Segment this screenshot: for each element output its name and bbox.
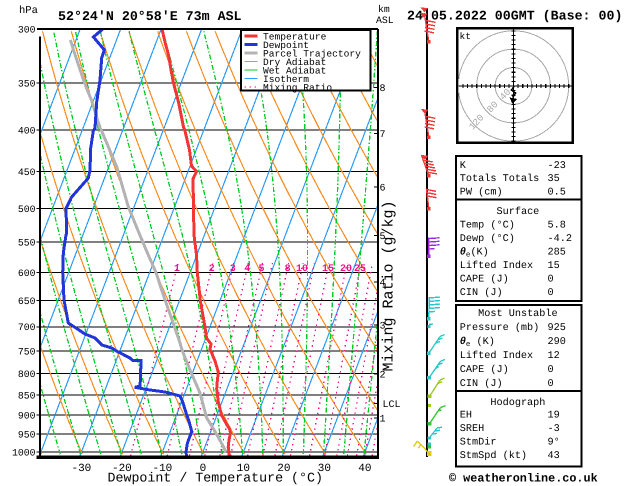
svg-text:1000: 1000 [12,448,36,459]
svg-text:Isotherm: Isotherm [263,74,309,85]
svg-text:Most Unstable: Most Unstable [478,308,557,320]
svg-text:Dewp (°C): Dewp (°C) [460,233,515,245]
svg-text:5: 5 [258,264,264,275]
svg-text:Surface: Surface [497,206,540,218]
svg-text:750: 750 [18,346,36,357]
svg-text:Lifted Index: Lifted Index [460,260,533,272]
svg-text:Temperature: Temperature [263,31,327,42]
svg-text:15: 15 [322,264,334,275]
svg-text:StmSpd (kt): StmSpd (kt) [460,450,527,462]
svg-text:5.8: 5.8 [548,221,566,232]
svg-text:-4.2: -4.2 [548,234,572,245]
svg-text:35: 35 [548,174,560,185]
svg-text:10: 10 [237,463,250,475]
svg-text:CAPE (J): CAPE (J) [460,364,509,376]
svg-text:7: 7 [380,130,386,141]
svg-text:15: 15 [548,261,560,272]
svg-text:LCL: LCL [383,400,401,411]
svg-text:900: 900 [18,411,36,422]
svg-text:Temp (°C): Temp (°C) [460,220,515,232]
svg-text:CIN (J): CIN (J) [460,378,503,390]
svg-text:9°: 9° [548,438,560,449]
svg-text:0: 0 [548,365,554,376]
svg-text:-10: -10 [152,463,172,475]
svg-text:EH: EH [460,411,472,422]
svg-text:0: 0 [200,463,207,475]
svg-text:650: 650 [18,296,36,307]
svg-text:4: 4 [244,264,250,275]
svg-text:ASL: ASL [376,15,394,26]
svg-text:2: 2 [209,264,215,275]
svg-text:10: 10 [296,264,308,275]
svg-text:80: 80 [485,99,501,115]
svg-text:-30: -30 [71,463,91,475]
svg-text:350: 350 [18,79,36,90]
svg-text:500: 500 [18,204,36,215]
svg-text:-23: -23 [548,161,566,172]
svg-text:20: 20 [340,264,352,275]
svg-text:40: 40 [358,463,371,475]
svg-text:950: 950 [18,430,36,441]
svg-text:8: 8 [380,84,386,95]
svg-text:925: 925 [548,323,566,334]
svg-text:25: 25 [354,264,366,275]
svg-text:2: 2 [380,371,386,382]
svg-text:Dry Adiabat: Dry Adiabat [263,57,326,68]
svg-text:CIN (J): CIN (J) [460,287,503,299]
svg-text:20: 20 [277,463,290,475]
svg-text:800: 800 [18,369,36,380]
svg-text:Dewpoint / Temperature (°C): Dewpoint / Temperature (°C) [108,471,323,486]
svg-text:Lifted Index: Lifted Index [460,350,533,362]
svg-text:1: 1 [174,264,180,275]
svg-text:5: 5 [380,232,386,243]
svg-text:Dewpoint: Dewpoint [263,40,309,51]
svg-text:600: 600 [18,268,36,279]
svg-text:K: K [460,161,467,172]
svg-text:30: 30 [318,463,331,475]
svg-text:StmDir: StmDir [460,437,497,449]
svg-text:300: 300 [18,24,36,35]
svg-text:450: 450 [18,167,36,178]
svg-text:3: 3 [380,322,386,333]
svg-text:0: 0 [548,379,554,390]
svg-text:Mixing Ratio: Mixing Ratio [263,82,332,93]
svg-text:700: 700 [18,322,36,333]
svg-text:© weatheronline.co.uk: © weatheronline.co.uk [449,471,598,485]
svg-text:PW (cm): PW (cm) [460,186,503,198]
svg-text:kt: kt [460,31,471,42]
svg-text:6: 6 [380,184,386,195]
svg-text:52°24'N 20°58'E 73m ASL: 52°24'N 20°58'E 73m ASL [58,9,242,24]
svg-text:km: km [378,4,390,15]
svg-text:1: 1 [380,415,386,426]
svg-text:4: 4 [380,279,386,290]
svg-text:850: 850 [18,390,36,401]
svg-text:Totals Totals: Totals Totals [460,173,539,185]
svg-text:θe (K): θe (K) [460,336,495,349]
svg-text:Hodograph: Hodograph [490,397,545,409]
svg-text:285: 285 [548,248,566,259]
svg-text:-20: -20 [112,463,132,475]
svg-text:19: 19 [548,411,560,422]
svg-text:SREH: SREH [460,424,484,435]
svg-text:0.5: 0.5 [548,187,566,198]
svg-text:hPa: hPa [19,5,38,17]
svg-text:-3: -3 [548,424,560,435]
svg-text:43: 43 [548,451,560,462]
svg-text:0: 0 [548,288,554,299]
svg-text:Pressure (mb): Pressure (mb) [460,322,539,334]
svg-text:Mixing Ratio (g/kg): Mixing Ratio (g/kg) [381,200,398,371]
svg-text:290: 290 [548,337,566,348]
svg-text:3: 3 [230,264,236,275]
svg-text:θe(K): θe(K) [460,247,489,260]
svg-text:24.05.2022 00GMT (Base: 00): 24.05.2022 00GMT (Base: 00) [407,9,622,24]
svg-text:120: 120 [467,112,487,132]
svg-text:Wet Adiabat: Wet Adiabat [263,65,326,76]
svg-text:CAPE (J): CAPE (J) [460,274,509,286]
svg-text:550: 550 [18,237,36,248]
svg-text:12: 12 [548,351,560,362]
svg-text:0: 0 [548,275,554,286]
svg-text:8: 8 [285,264,291,275]
svg-text:400: 400 [18,126,36,137]
svg-text:Parcel Trajectory: Parcel Trajectory [263,48,361,59]
